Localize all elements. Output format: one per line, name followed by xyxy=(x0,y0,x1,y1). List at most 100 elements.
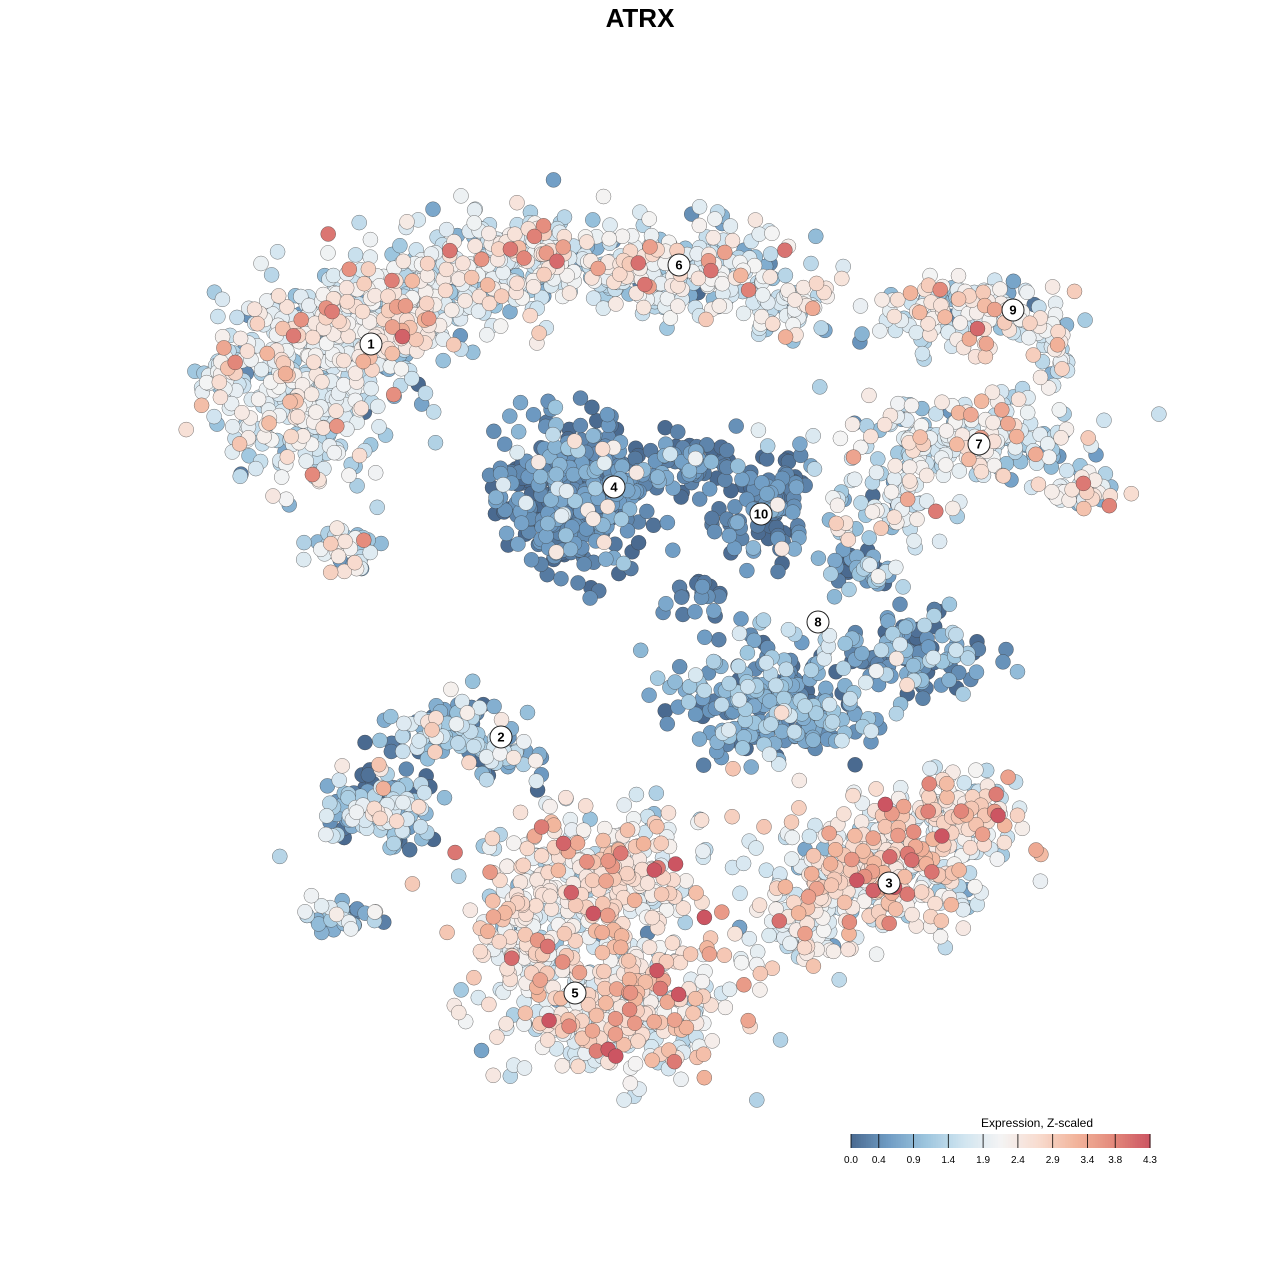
cluster-label-6: 6 xyxy=(667,253,691,277)
data-point xyxy=(682,946,699,962)
data-point xyxy=(827,841,844,858)
data-point xyxy=(823,566,839,582)
data-point xyxy=(1028,842,1044,858)
data-point xyxy=(1010,391,1027,408)
cluster-label-8: 8 xyxy=(806,610,830,634)
data-point xyxy=(755,287,771,303)
data-point xyxy=(486,698,502,715)
data-point xyxy=(727,926,743,942)
data-point xyxy=(613,511,630,527)
legend: Expression, Z-scaled 0.0 0.4 0.9 1.4 1.9 2.4 2… xyxy=(844,1116,1157,1166)
data-point xyxy=(1008,428,1025,445)
data-point xyxy=(587,480,604,497)
data-point xyxy=(502,241,519,257)
data-point xyxy=(928,503,944,520)
data-point xyxy=(728,418,744,434)
data-point xyxy=(595,188,612,205)
data-point xyxy=(992,281,1008,297)
data-point xyxy=(561,1018,577,1034)
data-point xyxy=(887,901,904,917)
data-point xyxy=(411,733,427,749)
data-point xyxy=(1049,337,1066,353)
cluster-label-1: 1 xyxy=(359,332,383,356)
data-point xyxy=(453,982,469,998)
data-point xyxy=(326,444,343,461)
data-point xyxy=(619,865,635,882)
data-point xyxy=(398,761,415,777)
data-point xyxy=(253,255,269,272)
data-point xyxy=(594,924,610,941)
data-point xyxy=(797,698,813,714)
data-point xyxy=(229,309,245,326)
data-point xyxy=(615,555,632,572)
data-point xyxy=(861,387,877,404)
data-point xyxy=(313,898,330,914)
data-point xyxy=(895,579,911,595)
data-point xyxy=(558,527,574,544)
legend-tick-label: 0.9 xyxy=(907,1155,921,1166)
data-point xyxy=(821,627,838,644)
data-point xyxy=(509,275,525,292)
data-point xyxy=(777,267,794,284)
data-point xyxy=(555,239,571,255)
data-point xyxy=(584,872,601,889)
data-point xyxy=(265,488,281,504)
data-point xyxy=(485,1067,501,1084)
data-point xyxy=(318,826,334,843)
data-point xyxy=(1059,462,1075,479)
data-point xyxy=(881,915,897,932)
data-point xyxy=(451,271,467,287)
data-point xyxy=(685,1005,701,1021)
data-point xyxy=(968,664,985,680)
legend-tick-label: 3.8 xyxy=(1108,1155,1122,1166)
data-point xyxy=(1041,380,1057,396)
data-point xyxy=(659,514,676,531)
data-point xyxy=(747,212,764,228)
data-point xyxy=(696,629,713,646)
data-point xyxy=(864,504,881,520)
data-point xyxy=(566,433,583,449)
data-point xyxy=(706,523,723,540)
data-point xyxy=(667,856,684,872)
cluster-label-text: 6 xyxy=(675,258,682,273)
data-point xyxy=(748,840,764,856)
data-point xyxy=(496,436,513,452)
data-point xyxy=(562,541,579,558)
data-point xyxy=(845,449,862,465)
data-point xyxy=(662,446,678,462)
data-point xyxy=(841,581,857,598)
data-point xyxy=(920,316,936,332)
data-point xyxy=(231,436,248,452)
data-point xyxy=(347,365,364,382)
data-point xyxy=(874,292,890,308)
data-point xyxy=(491,933,508,950)
data-point xyxy=(607,1010,624,1027)
data-point xyxy=(1075,475,1092,492)
data-point xyxy=(1009,663,1026,680)
data-point xyxy=(367,465,384,481)
data-point xyxy=(404,876,421,892)
data-point xyxy=(621,1001,638,1018)
data-point xyxy=(1050,324,1066,340)
data-point xyxy=(865,830,881,846)
data-point xyxy=(616,797,632,813)
data-point xyxy=(399,214,415,230)
data-point xyxy=(721,981,738,998)
data-point xyxy=(418,295,435,312)
cluster-label-text: 8 xyxy=(814,615,821,630)
data-point xyxy=(596,534,612,550)
data-point xyxy=(370,398,386,415)
data-point xyxy=(713,696,730,713)
data-point xyxy=(658,595,674,612)
data-point xyxy=(512,394,529,411)
data-point xyxy=(584,1023,601,1039)
data-point xyxy=(303,887,320,904)
data-point xyxy=(1000,415,1016,432)
data-point xyxy=(836,894,853,911)
data-point xyxy=(323,535,339,552)
data-point xyxy=(499,858,515,875)
data-point xyxy=(210,308,226,325)
data-point xyxy=(510,536,526,552)
data-point xyxy=(955,920,972,936)
data-point xyxy=(503,950,520,966)
